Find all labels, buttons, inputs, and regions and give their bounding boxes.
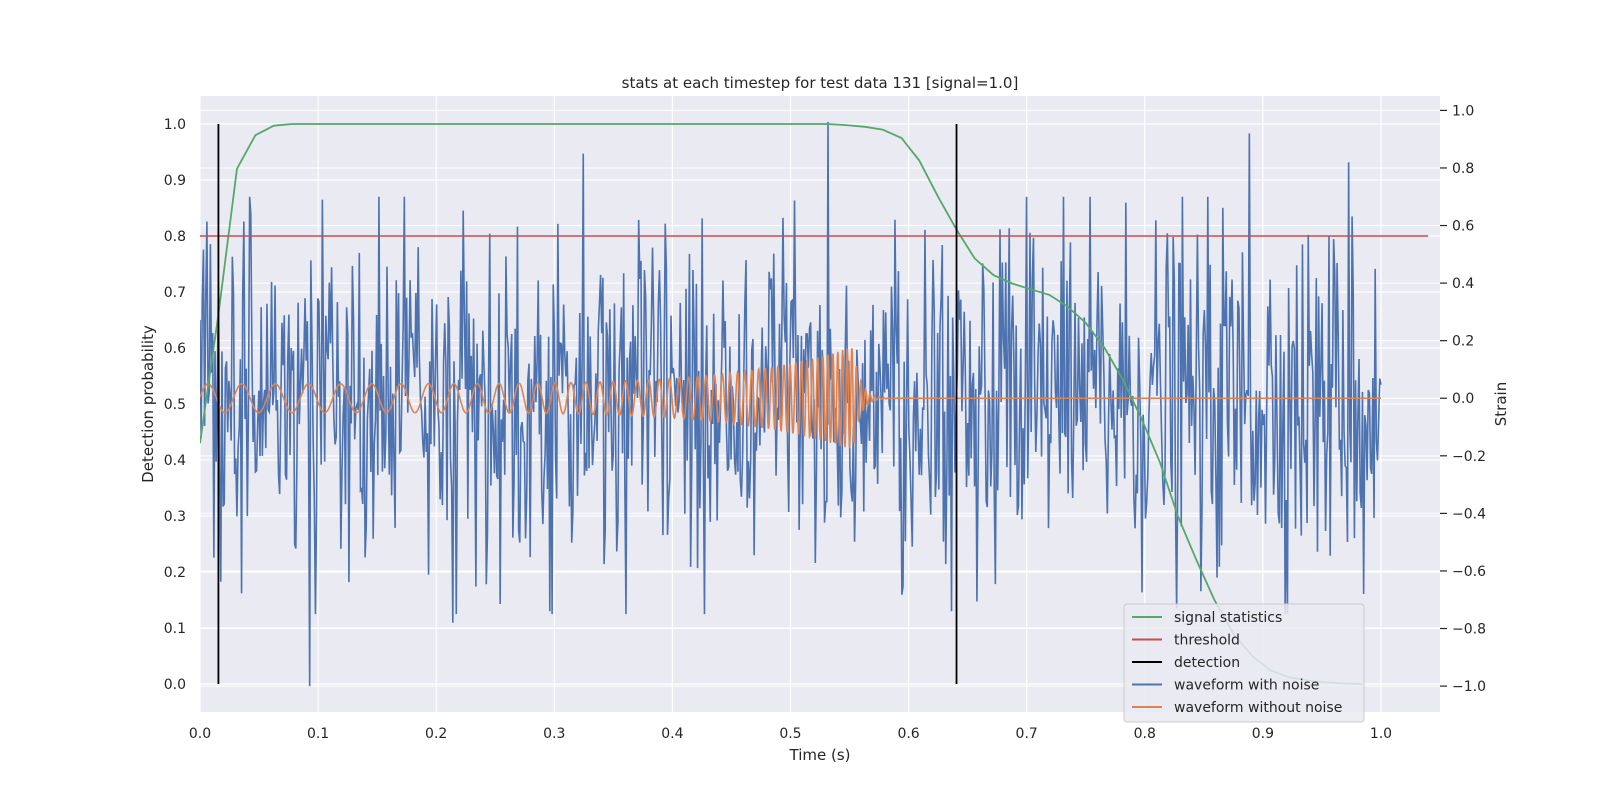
legend-label: waveform with noise <box>1174 678 1319 694</box>
y-tick-label: 0.6 <box>164 341 186 357</box>
x-tick-label: 0.8 <box>1134 726 1156 742</box>
y-tick-label: 0.4 <box>164 453 186 469</box>
y2-tick-label: −0.8 <box>1452 622 1486 638</box>
series-waveform-with-noise <box>200 121 1382 687</box>
legend-label: signal statistics <box>1174 610 1282 626</box>
x-tick-label: 0.7 <box>1016 726 1038 742</box>
y-axis-label: Detection probability <box>139 325 157 483</box>
y2-tick-label: 0.8 <box>1452 161 1474 177</box>
y2-tick-label: 1.0 <box>1452 103 1474 119</box>
series-waveform-without-noise <box>200 347 1381 449</box>
y-tick-label: 0.8 <box>164 229 186 245</box>
x-tick-label: 0.4 <box>661 726 683 742</box>
y2-tick-label: 0.0 <box>1452 391 1474 407</box>
x-tick-label: 1.0 <box>1370 726 1392 742</box>
y-tick-label: 0.7 <box>164 285 186 301</box>
ticks-layer: 0.0 0.1 0.2 0.3 0.4 0.5 0.6 0.7 0.8 0.9 1.0 0.0 0.1 0… <box>164 103 1486 742</box>
y-tick-label: 0.0 <box>164 677 186 693</box>
y-tick-label: 1.0 <box>164 117 186 133</box>
y2-tick-label: −0.2 <box>1452 449 1486 465</box>
legend-label: threshold <box>1174 633 1240 649</box>
y-tick-label: 0.2 <box>164 565 186 581</box>
legend-label: detection <box>1174 655 1240 671</box>
y2-tick-label: 0.2 <box>1452 334 1474 350</box>
x-axis-label: Time (s) <box>789 746 851 764</box>
x-tick-label: 0.2 <box>425 726 447 742</box>
legend: signal statistics threshold detection wavef… <box>1123 603 1365 723</box>
legend-box <box>1123 603 1365 723</box>
y-tick-label: 0.3 <box>164 509 186 525</box>
x-tick-label: 0.0 <box>189 726 211 742</box>
x-tick-label: 0.5 <box>779 726 801 742</box>
y-tick-label: 0.9 <box>164 173 186 189</box>
y2-tick-label: −1.0 <box>1452 679 1486 695</box>
x-tick-label: 0.1 <box>307 726 329 742</box>
legend-label: waveform without noise <box>1174 700 1342 716</box>
x-tick-label: 0.3 <box>543 726 565 742</box>
y2-tick-label: −0.6 <box>1452 564 1486 580</box>
y-tick-label: 0.1 <box>164 621 186 637</box>
y2-tick-label: 0.4 <box>1452 276 1474 292</box>
y2-tick-label: 0.6 <box>1452 219 1474 235</box>
y2-axis-label: Strain <box>1492 382 1510 426</box>
x-tick-label: 0.6 <box>897 726 919 742</box>
y2-tick-label: −0.4 <box>1452 506 1486 522</box>
x-tick-label: 0.9 <box>1252 726 1274 742</box>
chart-title: stats at each timestep for test data 131… <box>622 74 1019 92</box>
y-tick-label: 0.5 <box>164 397 186 413</box>
